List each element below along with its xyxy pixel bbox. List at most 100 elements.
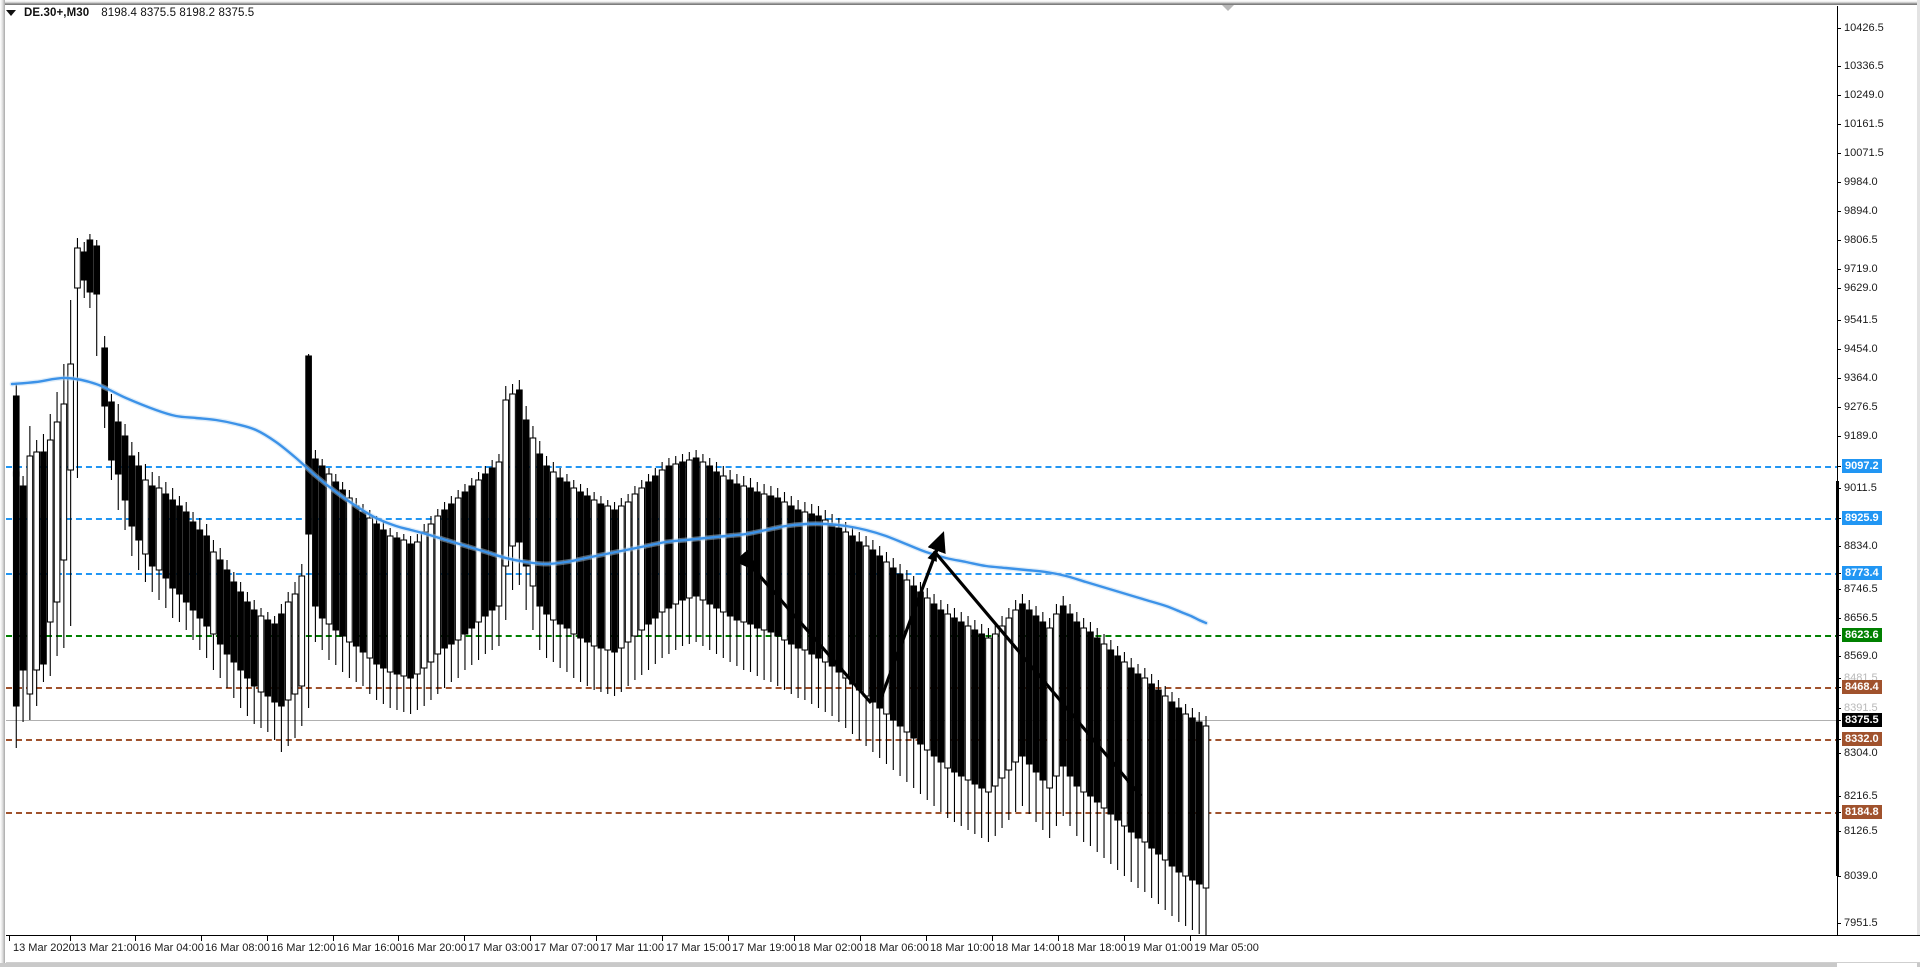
- candlestick: [937, 600, 945, 812]
- chart-header: DE.30+,M30 8198.4 8375.5 8198.2 8375.5: [6, 7, 254, 19]
- price-label-8304-0: 8304.0: [1844, 747, 1878, 759]
- price-tick: [1837, 573, 1841, 574]
- window-frame-right: [1917, 0, 1920, 967]
- candlestick: [461, 484, 469, 670]
- candlestick: [373, 516, 380, 700]
- candlestick: [1148, 674, 1155, 898]
- arrowhead-up-trend-1: [927, 548, 937, 562]
- price-level-resistance-8925[interactable]: [6, 518, 1901, 520]
- price-scale[interactable]: 10426.5 10336.5 10249.0 10161.5 10071.5 9984.…: [1836, 6, 1917, 967]
- candlestick: [550, 462, 557, 662]
- candlestick: [291, 582, 299, 738]
- down-trend-arrow-1[interactable]: [734, 548, 873, 705]
- price-tick: [1837, 518, 1841, 519]
- candlestick: [1005, 608, 1013, 820]
- candlestick: [611, 502, 618, 696]
- candlestick: [26, 426, 34, 720]
- price-label-8925-9[interactable]: 8925.9: [1842, 511, 1882, 525]
- price-label-8039-0: 8039.0: [1844, 870, 1878, 882]
- candlestick: [516, 380, 523, 585]
- candlestick: [577, 484, 584, 682]
- candlestick: [1195, 712, 1203, 934]
- candlestick: [719, 466, 727, 658]
- candlestick: [305, 354, 312, 708]
- time-label: 17 Mar 11:00: [600, 942, 665, 954]
- candlestick: [169, 488, 176, 618]
- down-trend-arrow-2[interactable]: [932, 549, 1143, 798]
- candlestick: [876, 546, 883, 758]
- time-label: 18 Mar 14:00: [996, 942, 1061, 954]
- price-label-8216-5: 8216.5: [1844, 790, 1878, 802]
- moving-average-line: [9, 375, 1209, 626]
- time-label: 17 Mar 15:00: [666, 942, 731, 954]
- time-label: 17 Mar 03:00: [468, 942, 533, 954]
- triangle-down-icon[interactable]: [6, 10, 16, 16]
- chart-plot-area[interactable]: [6, 6, 1901, 936]
- time-tick: [464, 936, 465, 941]
- price-label-8184-8[interactable]: 8184.8: [1842, 805, 1882, 819]
- candlestick: [1066, 604, 1074, 826]
- candlestick: [1168, 692, 1176, 916]
- time-label: 18 Mar 10:00: [930, 942, 995, 954]
- price-label-8623-6[interactable]: 8623.6: [1842, 628, 1882, 642]
- price-level-support-8184[interactable]: [6, 812, 1901, 814]
- candlestick: [991, 624, 999, 836]
- candlestick: [1032, 606, 1040, 822]
- price-label-9097-2[interactable]: 9097.2: [1842, 459, 1882, 473]
- price-label-10071-5: 10071.5: [1844, 147, 1884, 159]
- price-tick: [1837, 635, 1841, 636]
- price-label-8468-4[interactable]: 8468.4: [1842, 680, 1882, 694]
- candlestick: [998, 616, 1006, 828]
- candlestick: [1025, 600, 1033, 814]
- candlestick: [210, 540, 217, 670]
- candlestick: [815, 506, 822, 708]
- candlestick: [767, 486, 775, 682]
- time-tick: [135, 936, 136, 941]
- candlestick: [597, 496, 605, 692]
- candlestick: [638, 480, 646, 675]
- price-tick: [1837, 349, 1841, 350]
- candlestick: [448, 496, 455, 682]
- candlestick: [903, 570, 911, 782]
- candlestick: [1039, 612, 1047, 830]
- candlestick: [951, 608, 958, 822]
- time-label: 16 Mar 16:00: [337, 942, 402, 954]
- price-tick: [1837, 753, 1841, 754]
- candlestick: [1046, 618, 1053, 838]
- candlestick: [346, 490, 353, 678]
- candlestick: [67, 300, 74, 626]
- price-label-10426-5: 10426.5: [1844, 22, 1884, 34]
- candlestick: [1155, 680, 1162, 904]
- drawn-annotations-layer[interactable]: [6, 6, 1901, 936]
- price-tick: [1837, 182, 1841, 183]
- time-scale[interactable]: 13 Mar 2020 13 Mar 21:00 16 Mar 04:00 16 Ma…: [6, 935, 1920, 963]
- candlestick: [148, 472, 156, 592]
- price-label-9984-0: 9984.0: [1844, 176, 1878, 188]
- candlestick: [393, 532, 401, 710]
- candlestick: [407, 536, 414, 714]
- candlestick: [556, 468, 564, 668]
- time-label: 16 Mar 12:00: [271, 942, 336, 954]
- time-tick: [926, 936, 927, 941]
- price-label-8375-5[interactable]: 8375.5: [1842, 713, 1882, 727]
- candlestick: [33, 440, 40, 706]
- candlestick: [114, 404, 122, 510]
- time-label: 19 Mar 05:00: [1194, 942, 1259, 954]
- time-tick: [1058, 936, 1059, 941]
- candlestick: [869, 540, 877, 752]
- price-label-8773-4[interactable]: 8773.4: [1842, 566, 1882, 580]
- price-tick: [1837, 656, 1841, 657]
- time-tick: [1190, 936, 1191, 941]
- candlestick: [665, 458, 673, 654]
- triangle-down-small-icon[interactable]: [1222, 5, 1234, 11]
- candlestick: [414, 534, 421, 710]
- time-tick: [794, 936, 795, 941]
- candlestick: [434, 509, 442, 694]
- price-tick: [1837, 320, 1841, 321]
- candlestick: [692, 450, 700, 642]
- candlestick: [1073, 612, 1081, 836]
- time-tick: [267, 936, 268, 941]
- price-level-resistance-9097[interactable]: [6, 466, 1901, 468]
- up-trend-arrow-1[interactable]: [876, 531, 946, 707]
- price-label-8332-0[interactable]: 8332.0: [1842, 732, 1882, 746]
